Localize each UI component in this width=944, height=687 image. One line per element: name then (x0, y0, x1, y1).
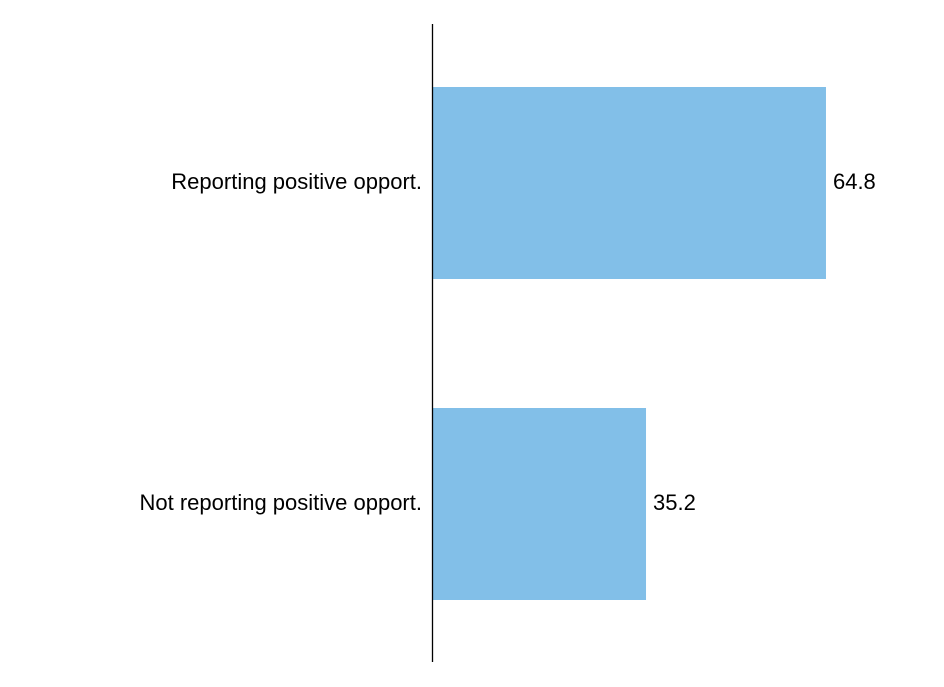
value-label-0: 64.8 (833, 169, 876, 194)
category-label-1: Not reporting positive opport. (140, 490, 423, 515)
value-label-1: 35.2 (653, 490, 696, 515)
bars-layer (432, 87, 826, 600)
bar-0 (432, 87, 826, 279)
category-label-0: Reporting positive opport. (171, 169, 422, 194)
bar-1 (432, 408, 647, 600)
labels-layer: Reporting positive opport. 64.8 Not report… (140, 169, 876, 515)
